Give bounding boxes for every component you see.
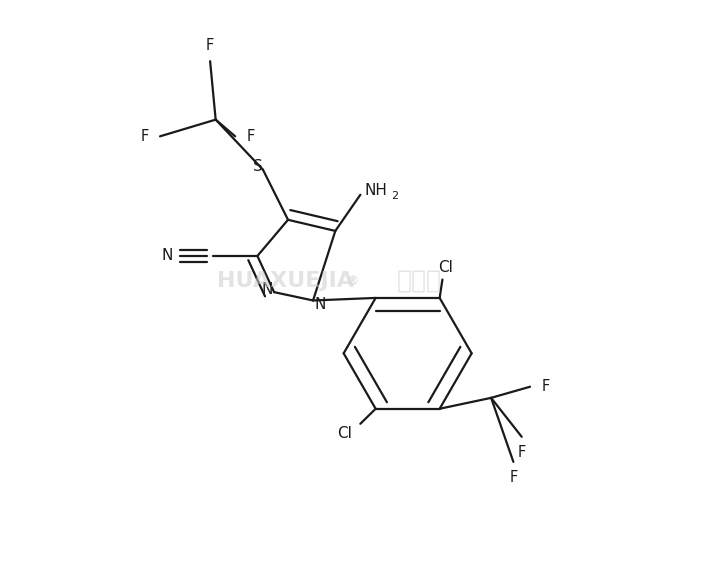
Text: F: F <box>509 470 517 485</box>
Text: F: F <box>541 379 550 394</box>
Text: Cl: Cl <box>438 260 453 275</box>
Text: F: F <box>246 129 255 144</box>
Text: 化学加: 化学加 <box>396 269 441 293</box>
Text: ®: ® <box>346 274 358 288</box>
Text: 2: 2 <box>391 191 398 201</box>
Text: N: N <box>161 248 172 264</box>
Text: F: F <box>517 445 526 460</box>
Text: HUAXUEJIA: HUAXUEJIA <box>217 271 353 291</box>
Text: N: N <box>262 282 273 297</box>
Text: F: F <box>140 129 149 144</box>
Text: NH: NH <box>365 183 388 198</box>
Text: N: N <box>314 297 325 312</box>
Text: Cl: Cl <box>338 427 353 441</box>
Text: S: S <box>253 159 263 174</box>
Text: F: F <box>206 38 214 53</box>
